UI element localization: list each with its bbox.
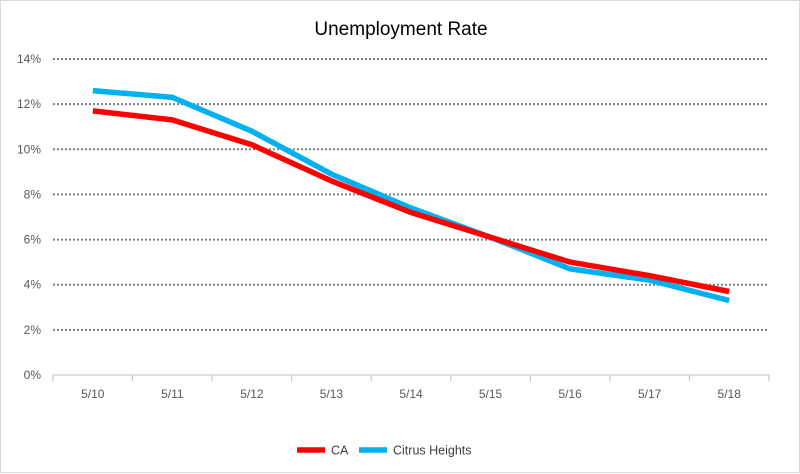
y-tick-label: 14%: [17, 52, 41, 66]
y-tick-label: 8%: [24, 187, 42, 201]
x-axis: 5/10 5/11 5/12 5/13 5/14 5/15 5/16 5/17 5/18: [52, 374, 770, 401]
y-tick-label: 6%: [24, 233, 42, 247]
x-tick-label: 5/12: [240, 387, 264, 401]
y-tick-label: 10%: [17, 142, 41, 156]
x-tick-label: 5/14: [399, 387, 423, 401]
y-tick-label: 12%: [17, 97, 41, 111]
gridlines: [53, 58, 769, 331]
x-tick-label: 5/17: [638, 387, 662, 401]
x-tick-label: 5/11: [161, 387, 184, 401]
y-tick-label: 0%: [24, 368, 42, 382]
chart-title: Unemployment Rate: [314, 19, 487, 40]
y-axis-tick-labels: 0% 2% 4% 6% 8% 10% 12% 14%: [17, 52, 41, 382]
series-lines: [92, 87, 730, 304]
legend-label: CA: [331, 444, 349, 458]
y-tick-label: 2%: [24, 323, 42, 337]
x-tick-label: 5/15: [479, 387, 503, 401]
x-tick-label: 5/16: [558, 387, 582, 401]
x-tick-label: 5/18: [718, 387, 742, 401]
series-line-citrus-heights: [92, 87, 730, 304]
y-tick-label: 4%: [24, 278, 42, 292]
series-line-ca: [92, 108, 730, 295]
legend: CA Citrus Heights: [297, 444, 472, 458]
x-tick-label: 5/10: [81, 387, 105, 401]
legend-label: Citrus Heights: [393, 444, 472, 458]
x-tick-label: 5/13: [320, 387, 344, 401]
